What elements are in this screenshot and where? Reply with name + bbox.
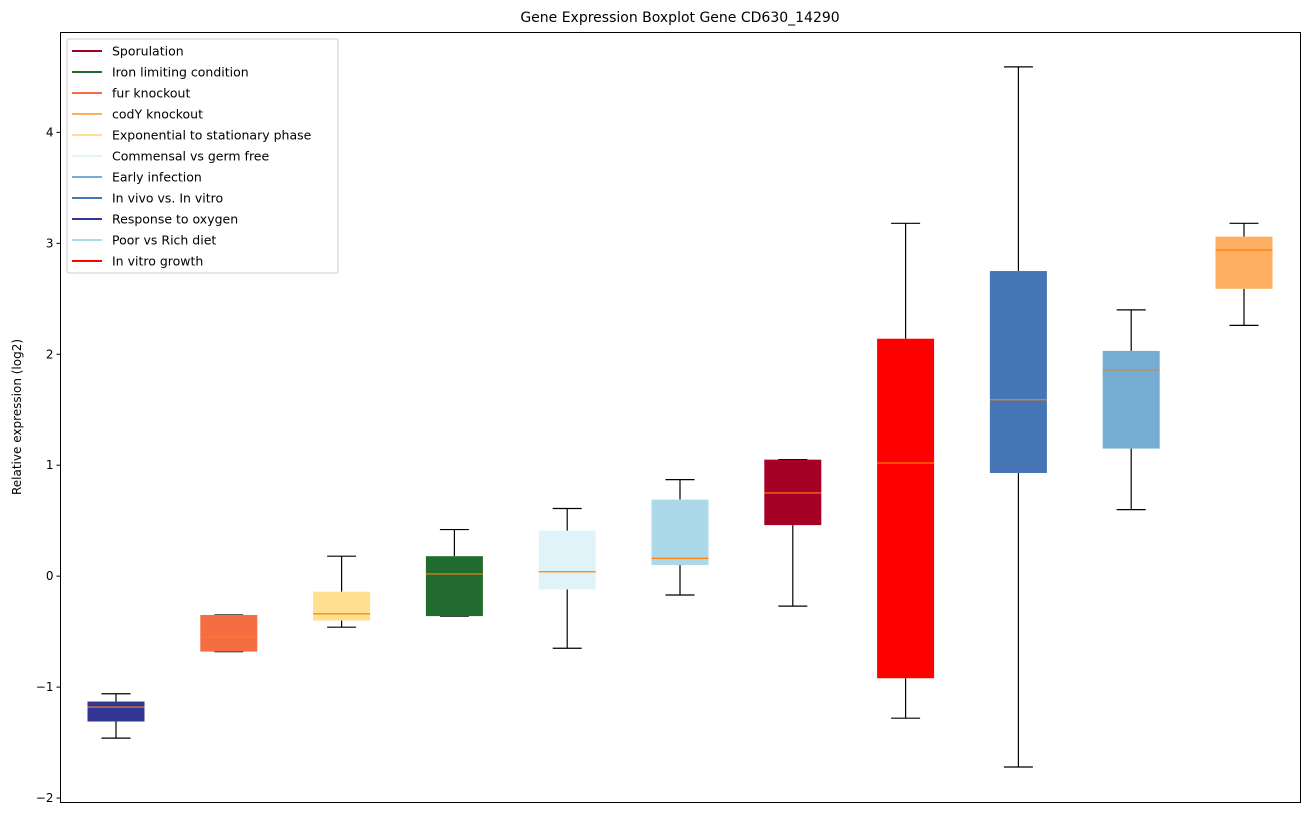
box-iqr <box>538 530 596 590</box>
y-tick-label: −1 <box>36 680 54 694</box>
legend-item: Commensal vs germ free <box>72 149 269 164</box>
legend-label: In vivo vs. In vitro <box>112 191 223 206</box>
box-iqr <box>989 271 1047 473</box>
box-in-vitro-growth <box>877 222 935 719</box>
legend-item: fur knockout <box>72 86 190 101</box>
legend-item: Poor vs Rich diet <box>72 233 216 248</box>
y-tick-label: −2 <box>36 791 54 805</box>
box-fur-knockout <box>200 614 258 653</box>
legend-item: Response to oxygen <box>72 212 238 227</box>
box-iqr <box>313 591 371 621</box>
legend-label: Sporulation <box>112 44 184 59</box>
legend-item: In vitro growth <box>72 254 203 269</box>
box-early-infection <box>1102 309 1160 511</box>
box-in-vivo-vs-in-vitro <box>989 66 1047 768</box>
legend-item: codY knockout <box>72 107 203 122</box>
y-tick-label: 2 <box>46 347 54 361</box>
legend-label: Exponential to stationary phase <box>112 128 312 143</box>
box-iron-limiting-condition <box>425 528 483 617</box>
legend-label: Poor vs Rich diet <box>112 233 216 248</box>
axes-frame <box>60 32 1301 803</box>
legend: Sporulation Iron limiting condition fur kn… <box>66 38 339 274</box>
legend-label: In vitro growth <box>112 254 203 269</box>
chart-title: Gene Expression Boxplot Gene CD630_14290 <box>520 10 839 26</box>
box-cody-knockout <box>1215 222 1273 327</box>
legend-item: Exponential to stationary phase <box>72 128 312 143</box>
box-iqr <box>87 701 145 722</box>
y-tick-label: 3 <box>46 236 54 250</box>
legend-item: Early infection <box>72 170 202 185</box>
y-axis: −2 −1 0 1 2 3 4 <box>36 125 61 805</box>
box-iqr <box>425 556 483 617</box>
box-iqr <box>1215 236 1273 289</box>
legend-label: fur knockout <box>112 86 190 101</box>
legend-item: Sporulation <box>72 44 184 59</box>
box-poor-vs-rich-diet <box>651 479 709 596</box>
box-iqr <box>1102 350 1160 449</box>
legend-label: Early infection <box>112 170 202 185</box>
box-exponential-to-stationary-phase <box>313 555 371 628</box>
legend-label: Response to oxygen <box>112 212 238 227</box>
box-commensal-vs-germ-free <box>538 507 596 649</box>
legend-label: Commensal vs germ free <box>112 149 269 164</box>
legend-item: Iron limiting condition <box>72 65 249 80</box>
legend-label: Iron limiting condition <box>112 65 249 80</box>
y-axis-label: Relative expression (log2) <box>10 339 24 495</box>
y-tick-label: 1 <box>46 458 54 472</box>
plot-area <box>87 66 1273 768</box>
box-iqr <box>200 614 258 652</box>
legend-frame <box>66 38 339 274</box>
legend-item: In vivo vs. In vitro <box>72 191 223 206</box>
box-response-to-oxygen <box>87 693 145 739</box>
legend-label: codY knockout <box>112 107 203 122</box>
y-tick-label: 0 <box>46 569 54 583</box>
box-iqr <box>877 338 935 679</box>
box-iqr <box>651 499 709 566</box>
box-sporulation <box>764 459 822 607</box>
y-tick-label: 4 <box>46 125 54 139</box>
